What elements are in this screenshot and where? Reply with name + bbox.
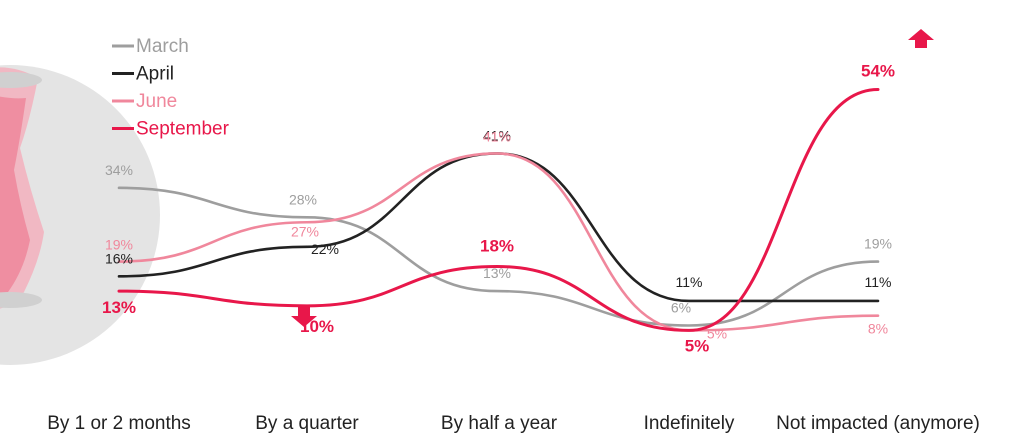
legend-label-june: June (136, 91, 177, 112)
legend: March April June September (112, 36, 230, 140)
markers-layer (291, 29, 934, 327)
data-label-june-4: 8% (868, 321, 888, 337)
data-label-april-2: 41% (483, 127, 511, 143)
arrow-down-icon (291, 307, 317, 327)
data-label-september-0: 13% (102, 298, 136, 317)
legend-item-march: March (112, 36, 189, 57)
data-label-april-4: 11% (865, 274, 892, 290)
data-label-march-4: 19% (864, 236, 892, 252)
series-line-september (117, 88, 880, 332)
data-label-september-4: 54% (861, 62, 895, 81)
series-line-june (117, 152, 880, 332)
data-label-september-3: 5% (685, 336, 710, 355)
data-label-march-3: 6% (671, 300, 691, 316)
x-tick-label-by-1-or-2-months: By 1 or 2 months (47, 413, 191, 434)
series-line-march (117, 186, 880, 327)
x-tick-label-not-impacted-anymore: Not impacted (anymore) (776, 413, 980, 434)
x-tick-label-by-a-quarter: By a quarter (255, 413, 359, 434)
x-tick-label-by-half-a-year: By half a year (441, 413, 558, 434)
data-label-march-2: 13% (483, 265, 511, 281)
data-label-june-1: 27% (291, 223, 319, 239)
legend-item-september: September (112, 119, 230, 140)
data-label-april-3: 11% (676, 274, 703, 290)
data-label-april-0: 16% (105, 250, 133, 266)
legend-item-april: April (112, 64, 174, 85)
data-labels-layer: 34%28%13%6%19%16%22%41%11% 11%19%27%41%5%… (102, 62, 895, 356)
legend-label-april: April (136, 64, 174, 85)
data-label-june-2: 41% (483, 128, 511, 144)
data-label-april-1: 22% (311, 241, 339, 257)
legend-label-march: March (136, 36, 189, 57)
data-label-september-2: 18% (480, 237, 514, 256)
data-label-june-3: 5% (707, 325, 727, 341)
x-tick-label-indefinitely: Indefinitely (644, 413, 735, 434)
series-layer (117, 88, 880, 332)
x-axis-tick-labels: By 1 or 2 months By a quarter By half a ye… (47, 413, 980, 434)
legend-item-june: June (112, 91, 177, 112)
data-label-march-0: 34% (105, 162, 133, 178)
data-label-march-1: 28% (289, 191, 317, 207)
data-label-june-0: 19% (105, 237, 133, 253)
arrow-up-icon (908, 29, 934, 48)
legend-label-september: September (136, 119, 230, 140)
